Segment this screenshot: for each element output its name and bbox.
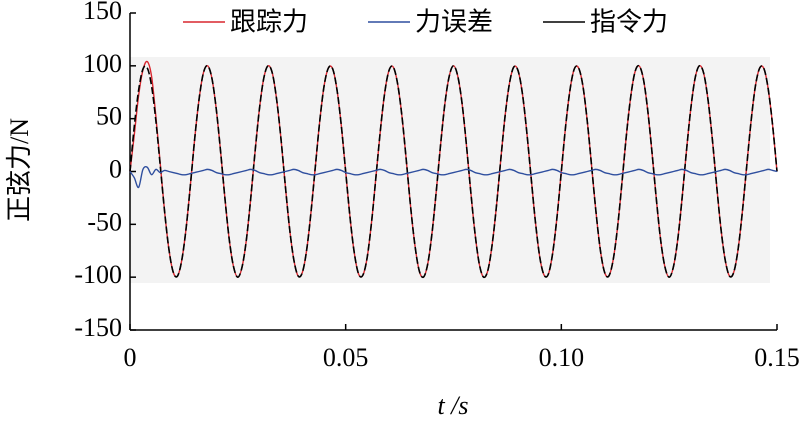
x-tick-label: 0.05 xyxy=(323,343,369,372)
y-tick-label: -150 xyxy=(74,313,122,342)
legend-label: 跟踪力 xyxy=(230,8,308,38)
x-axis-label: t /s xyxy=(437,391,468,420)
series-line xyxy=(129,64,778,279)
legend-label: 指令力 xyxy=(590,8,668,38)
y-tick-label: 150 xyxy=(83,0,122,25)
y-tick-label: 50 xyxy=(96,102,122,131)
legend-label: 力误差 xyxy=(415,8,493,38)
y-tick-label: 100 xyxy=(83,49,122,78)
y-tick-label: 0 xyxy=(109,154,122,183)
y-tick-label: -50 xyxy=(87,207,122,236)
x-tick-label: 0.10 xyxy=(539,343,585,372)
y-tick-label: -100 xyxy=(74,260,122,289)
plot-background xyxy=(130,57,770,283)
series-line xyxy=(129,165,778,189)
x-tick-label: 0 xyxy=(124,343,137,372)
y-axis-label: 正弦力/N xyxy=(5,118,34,222)
x-tick-label: 0.15 xyxy=(754,343,800,372)
